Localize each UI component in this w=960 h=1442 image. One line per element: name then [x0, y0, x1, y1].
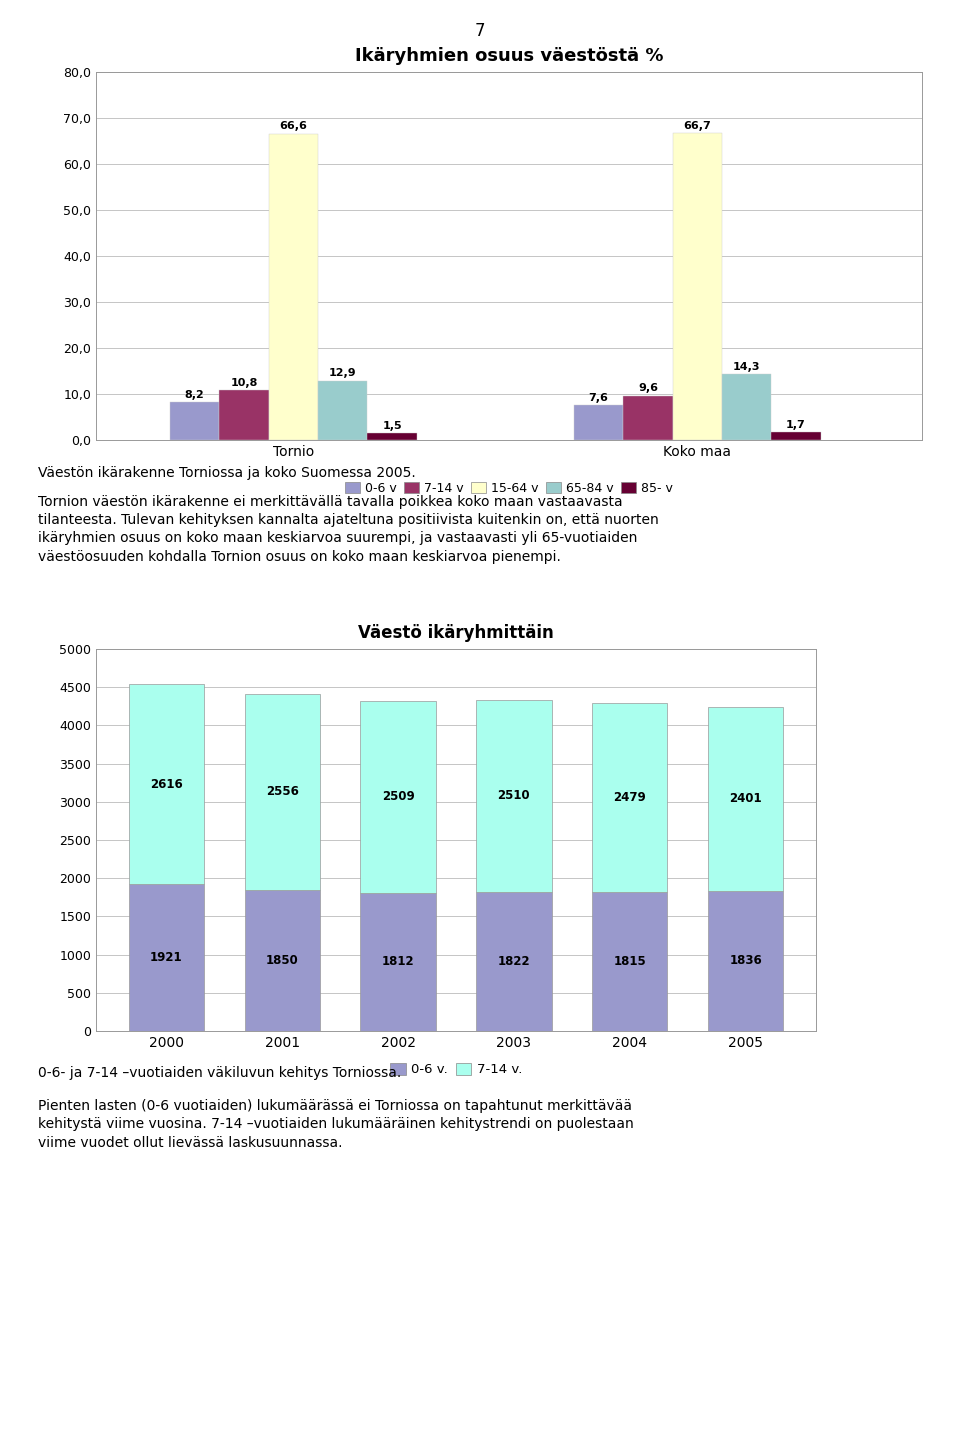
Bar [368, 433, 417, 440]
Text: 10,8: 10,8 [230, 378, 257, 388]
Text: 7,6: 7,6 [588, 392, 609, 402]
Text: 2509: 2509 [382, 790, 415, 803]
Text: 1850: 1850 [266, 953, 299, 966]
Text: 12,9: 12,9 [329, 368, 356, 378]
Bar [170, 402, 220, 440]
Text: 7: 7 [475, 22, 485, 40]
Text: 0-6- ja 7-14 –vuotiaiden väkiluvun kehitys Torniossa.: 0-6- ja 7-14 –vuotiaiden väkiluvun kehit… [38, 1066, 401, 1080]
Text: 2556: 2556 [266, 786, 299, 799]
Text: 1,5: 1,5 [382, 421, 402, 431]
Text: 66,7: 66,7 [684, 121, 711, 131]
Bar [722, 373, 771, 440]
Text: 8,2: 8,2 [185, 389, 204, 399]
Text: 9,6: 9,6 [637, 384, 658, 394]
Bar [129, 685, 204, 884]
Text: 2401: 2401 [730, 793, 762, 806]
Bar [360, 893, 436, 1031]
Bar [360, 701, 436, 893]
Text: 1836: 1836 [730, 955, 762, 968]
Text: Pienten lasten (0-6 vuotiaiden) lukumäärässä ei Torniossa on tapahtunut merkittä: Pienten lasten (0-6 vuotiaiden) lukumäär… [38, 1099, 635, 1149]
Text: 2479: 2479 [613, 792, 646, 805]
Bar [476, 699, 552, 891]
Text: 14,3: 14,3 [732, 362, 760, 372]
Bar [245, 694, 320, 890]
Text: 66,6: 66,6 [279, 121, 307, 131]
Bar [592, 702, 667, 893]
Text: 2510: 2510 [497, 789, 530, 802]
Bar [245, 890, 320, 1031]
Title: Ikäryhmien osuus väestöstä %: Ikäryhmien osuus väestöstä % [354, 48, 663, 65]
Text: 2616: 2616 [150, 777, 182, 790]
Title: Väestö ikäryhmittäin: Väestö ikäryhmittäin [358, 624, 554, 642]
Legend: 0-6 v., 7-14 v.: 0-6 v., 7-14 v. [385, 1058, 527, 1082]
Text: 1812: 1812 [382, 955, 415, 968]
Bar [771, 433, 821, 440]
Bar [708, 891, 783, 1031]
Legend: 0-6 v, 7-14 v, 15-64 v, 65-84 v, 85- v: 0-6 v, 7-14 v, 15-64 v, 65-84 v, 85- v [340, 477, 678, 500]
Bar [476, 891, 552, 1031]
Bar [220, 391, 269, 440]
Bar [592, 893, 667, 1031]
Text: 1,7: 1,7 [786, 420, 805, 430]
Text: Väestön ikärakenne Torniossa ja koko Suomessa 2005.: Väestön ikärakenne Torniossa ja koko Suo… [38, 466, 416, 480]
Text: 1822: 1822 [497, 955, 530, 968]
Bar [318, 381, 368, 440]
Bar [269, 134, 318, 440]
Bar [708, 707, 783, 891]
Text: 1815: 1815 [613, 955, 646, 968]
Bar [574, 405, 623, 440]
Bar [129, 884, 204, 1031]
Bar [673, 133, 722, 440]
Text: Tornion väestön ikärakenne ei merkittävällä tavalla poikkea koko maan vastaavast: Tornion väestön ikärakenne ei merkittävä… [38, 495, 660, 564]
Bar [623, 395, 673, 440]
Text: 1921: 1921 [150, 952, 182, 965]
